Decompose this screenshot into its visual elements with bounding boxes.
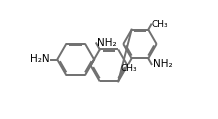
- Text: H₂N: H₂N: [31, 55, 50, 64]
- Text: CH₃: CH₃: [120, 64, 137, 73]
- Text: NH₂: NH₂: [97, 38, 117, 48]
- Text: NH₂: NH₂: [153, 59, 172, 69]
- Text: CH₃: CH₃: [152, 20, 169, 29]
